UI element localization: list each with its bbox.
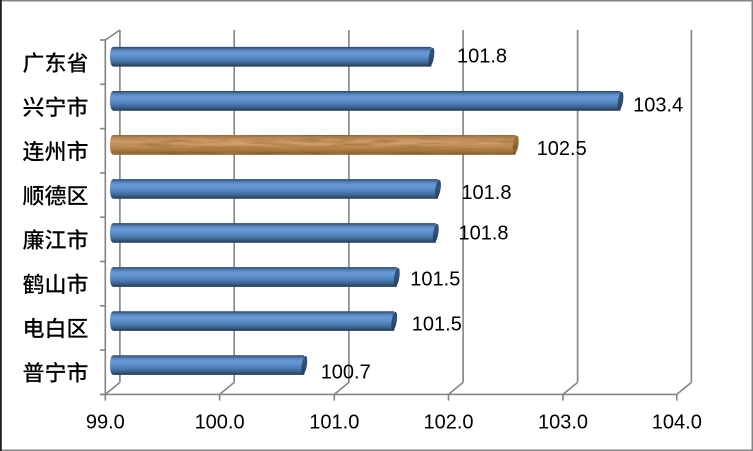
svg-text:101.8: 101.8 [461, 182, 511, 204]
svg-text:101.8: 101.8 [459, 223, 509, 245]
svg-text:99.0: 99.0 [86, 412, 125, 434]
svg-text:101.5: 101.5 [410, 269, 460, 291]
svg-text:101.8: 101.8 [457, 45, 507, 67]
svg-text:101.0: 101.0 [309, 412, 359, 434]
svg-text:103.0: 103.0 [538, 412, 588, 434]
svg-text:101.5: 101.5 [412, 313, 462, 335]
svg-text:103.4: 103.4 [633, 95, 683, 117]
svg-text:102.5: 102.5 [537, 138, 587, 160]
svg-text:100.0: 100.0 [195, 412, 245, 434]
svg-text:102.0: 102.0 [423, 412, 473, 434]
svg-text:100.7: 100.7 [321, 361, 371, 383]
svg-text:104.0: 104.0 [652, 412, 702, 434]
